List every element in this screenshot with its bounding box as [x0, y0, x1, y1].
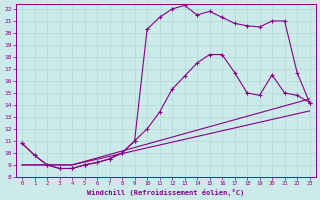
X-axis label: Windchill (Refroidissement éolien,°C): Windchill (Refroidissement éolien,°C) [87, 189, 244, 196]
